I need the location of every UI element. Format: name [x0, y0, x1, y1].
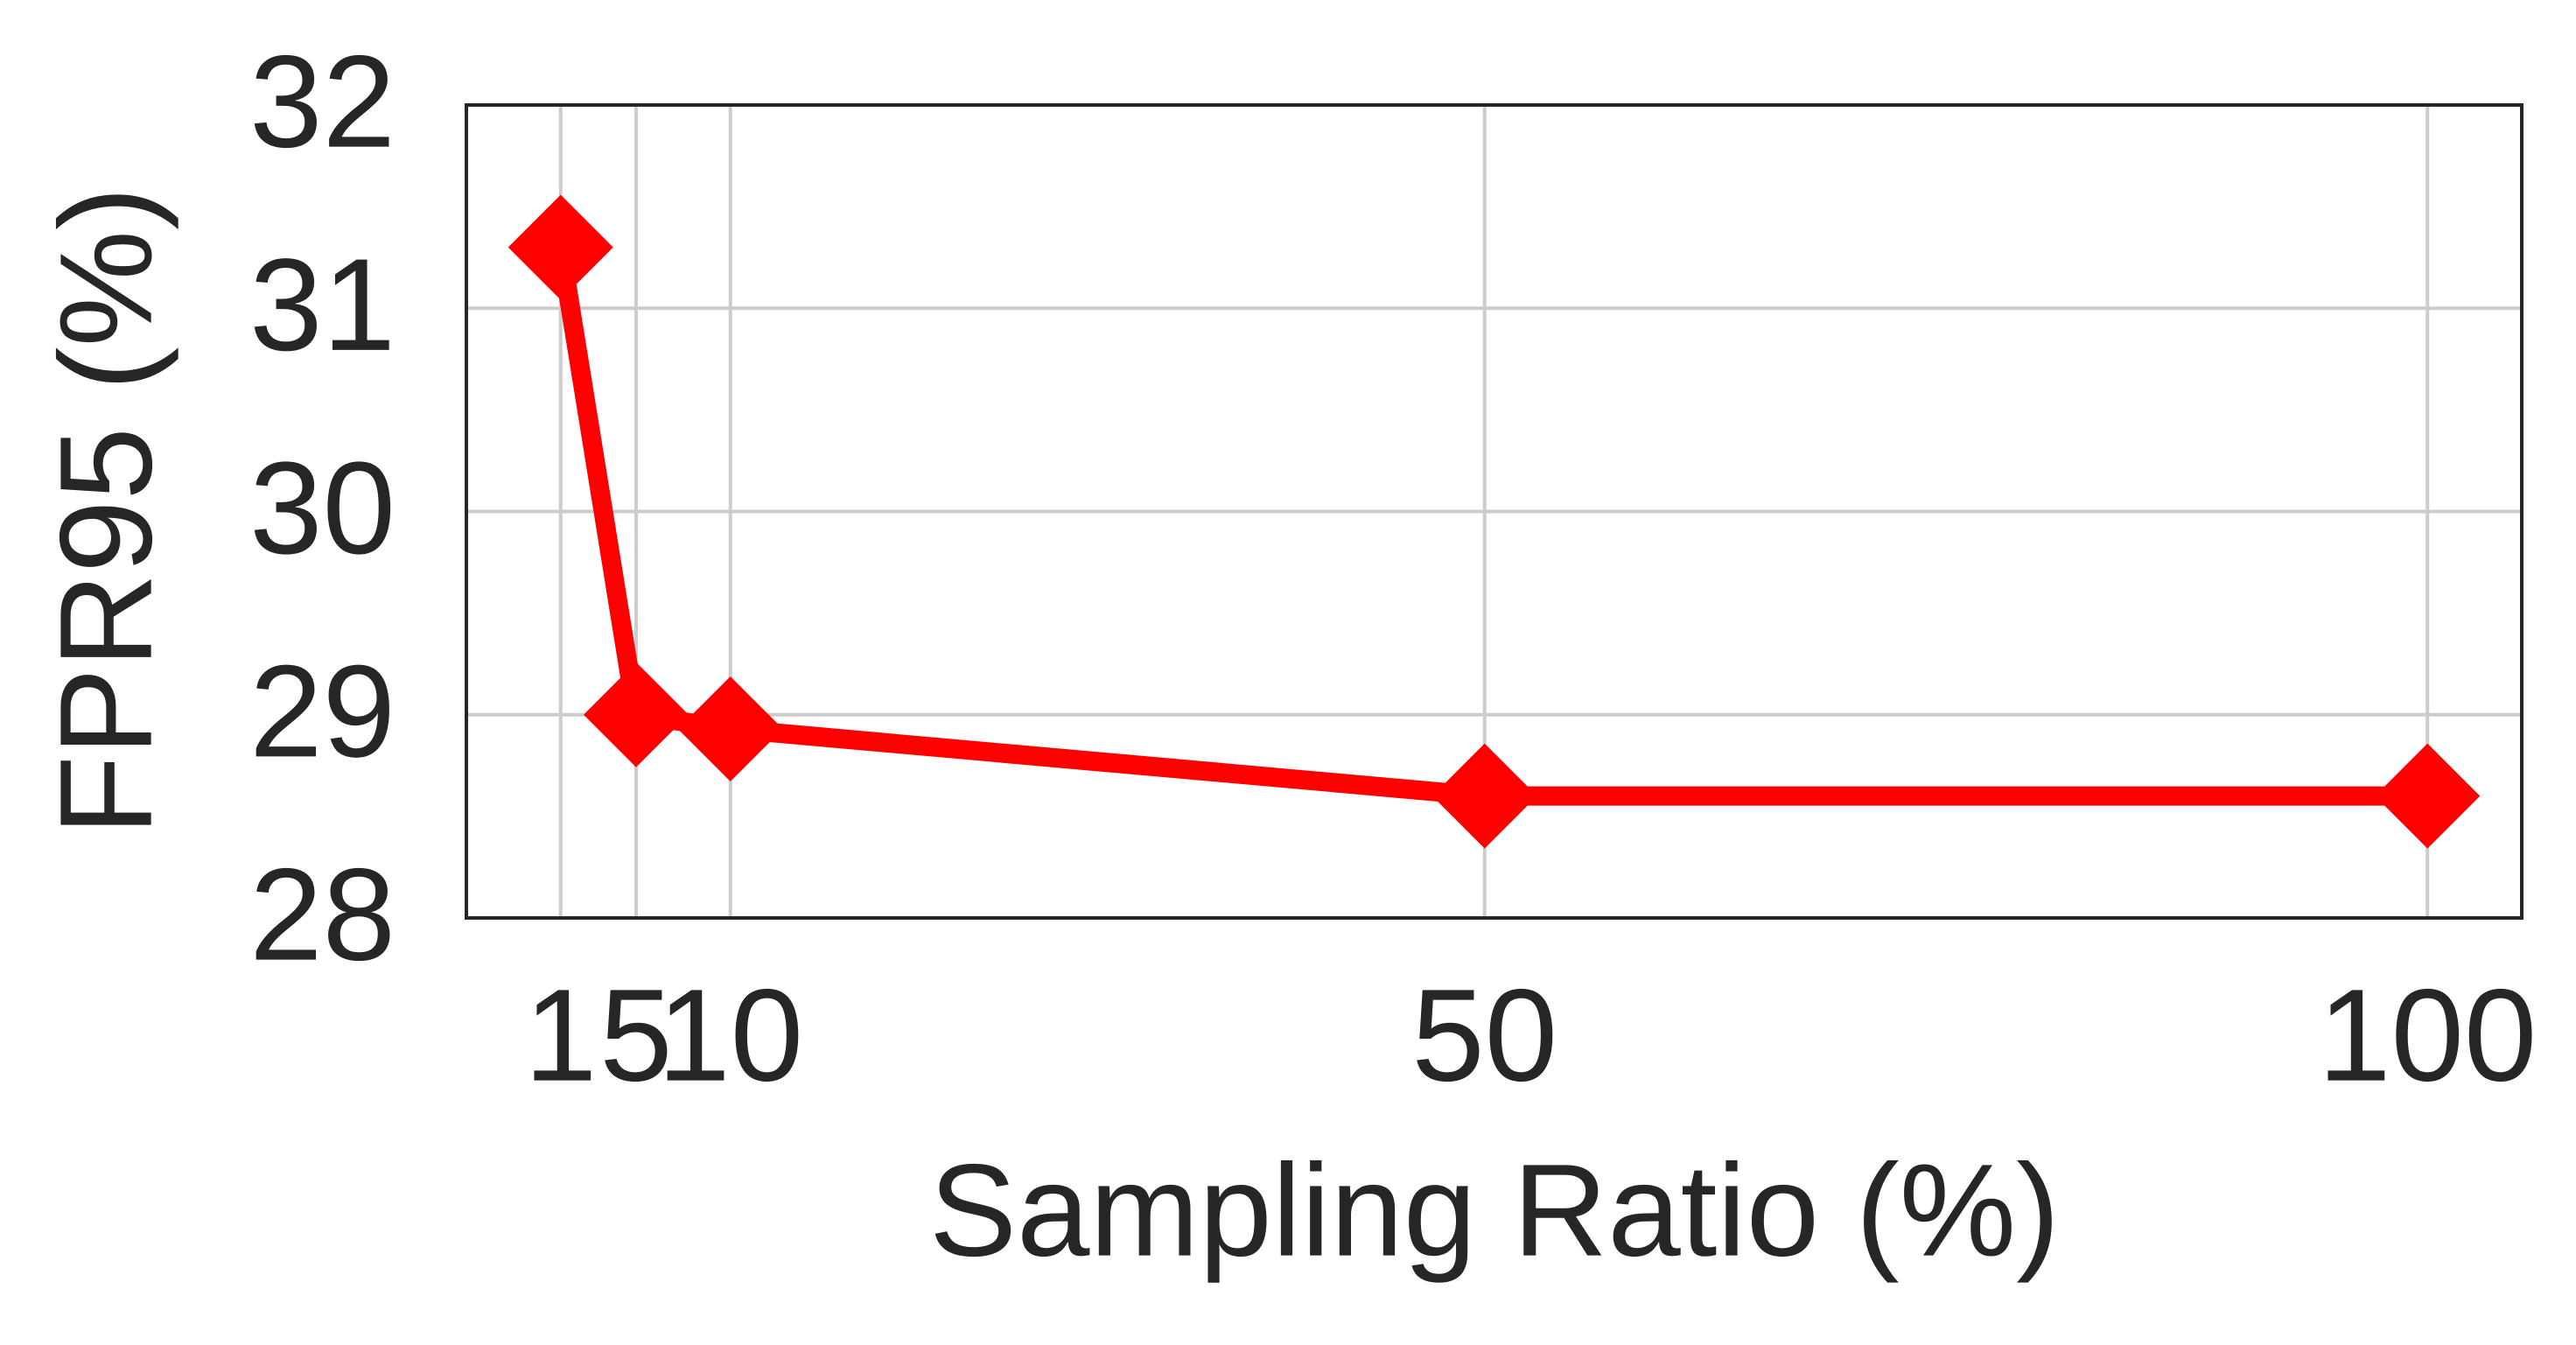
x-tick-label: 100 [2318, 962, 2537, 1109]
y-tick-label: 29 [249, 637, 396, 784]
y-tick-label: 31 [249, 231, 396, 378]
x-tick-label: 50 [1411, 962, 1558, 1109]
x-tick-label: 5 [599, 962, 672, 1109]
marker [583, 662, 689, 767]
marker [508, 194, 613, 300]
x-tick-label: 1 [524, 962, 597, 1109]
y-tick-label: 32 [249, 28, 396, 175]
marker [677, 676, 783, 782]
x-tick-label: 10 [657, 962, 803, 1109]
y-axis-label: FPR95 (%) [32, 186, 179, 836]
marker [2375, 743, 2481, 849]
marks [508, 194, 2481, 849]
x-axis-label: Sampling Ratio (%) [929, 1137, 2060, 1284]
y-tick-label: 30 [249, 434, 396, 581]
plot-frame [465, 103, 2524, 920]
y-tick-label: 28 [249, 841, 396, 988]
marker [1432, 743, 1537, 849]
